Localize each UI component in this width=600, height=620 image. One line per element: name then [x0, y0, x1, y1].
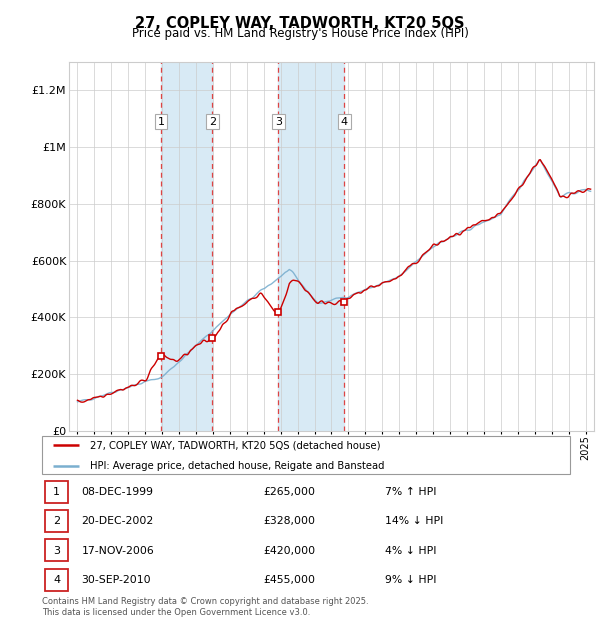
- Text: £455,000: £455,000: [264, 575, 316, 585]
- Text: 14% ↓ HPI: 14% ↓ HPI: [385, 516, 443, 526]
- Text: £328,000: £328,000: [264, 516, 316, 526]
- Text: 4% ↓ HPI: 4% ↓ HPI: [385, 546, 437, 556]
- Text: 9% ↓ HPI: 9% ↓ HPI: [385, 575, 437, 585]
- FancyBboxPatch shape: [44, 569, 68, 591]
- Text: 4: 4: [341, 117, 348, 126]
- Text: 3: 3: [275, 117, 282, 126]
- Text: 1: 1: [157, 117, 164, 126]
- FancyBboxPatch shape: [42, 436, 570, 474]
- FancyBboxPatch shape: [44, 510, 68, 533]
- Text: £420,000: £420,000: [264, 546, 316, 556]
- Text: 20-DEC-2002: 20-DEC-2002: [82, 516, 154, 526]
- Text: 27, COPLEY WAY, TADWORTH, KT20 5QS (detached house): 27, COPLEY WAY, TADWORTH, KT20 5QS (deta…: [89, 440, 380, 451]
- Text: 2: 2: [53, 516, 60, 526]
- Text: 17-NOV-2006: 17-NOV-2006: [82, 546, 154, 556]
- Text: 08-DEC-1999: 08-DEC-1999: [82, 487, 154, 497]
- Bar: [278, 62, 344, 431]
- Text: 1: 1: [53, 487, 60, 497]
- Text: £265,000: £265,000: [264, 487, 316, 497]
- Text: Price paid vs. HM Land Registry's House Price Index (HPI): Price paid vs. HM Land Registry's House …: [131, 27, 469, 40]
- Bar: [161, 62, 212, 431]
- Text: 27, COPLEY WAY, TADWORTH, KT20 5QS: 27, COPLEY WAY, TADWORTH, KT20 5QS: [135, 16, 465, 30]
- Text: HPI: Average price, detached house, Reigate and Banstead: HPI: Average price, detached house, Reig…: [89, 461, 384, 471]
- Text: Contains HM Land Registry data © Crown copyright and database right 2025.
This d: Contains HM Land Registry data © Crown c…: [42, 598, 368, 617]
- Text: 7% ↑ HPI: 7% ↑ HPI: [385, 487, 437, 497]
- Text: 3: 3: [53, 546, 60, 556]
- Text: 2: 2: [209, 117, 216, 126]
- FancyBboxPatch shape: [44, 481, 68, 503]
- Text: 30-SEP-2010: 30-SEP-2010: [82, 575, 151, 585]
- Text: 4: 4: [53, 575, 60, 585]
- FancyBboxPatch shape: [44, 539, 68, 562]
